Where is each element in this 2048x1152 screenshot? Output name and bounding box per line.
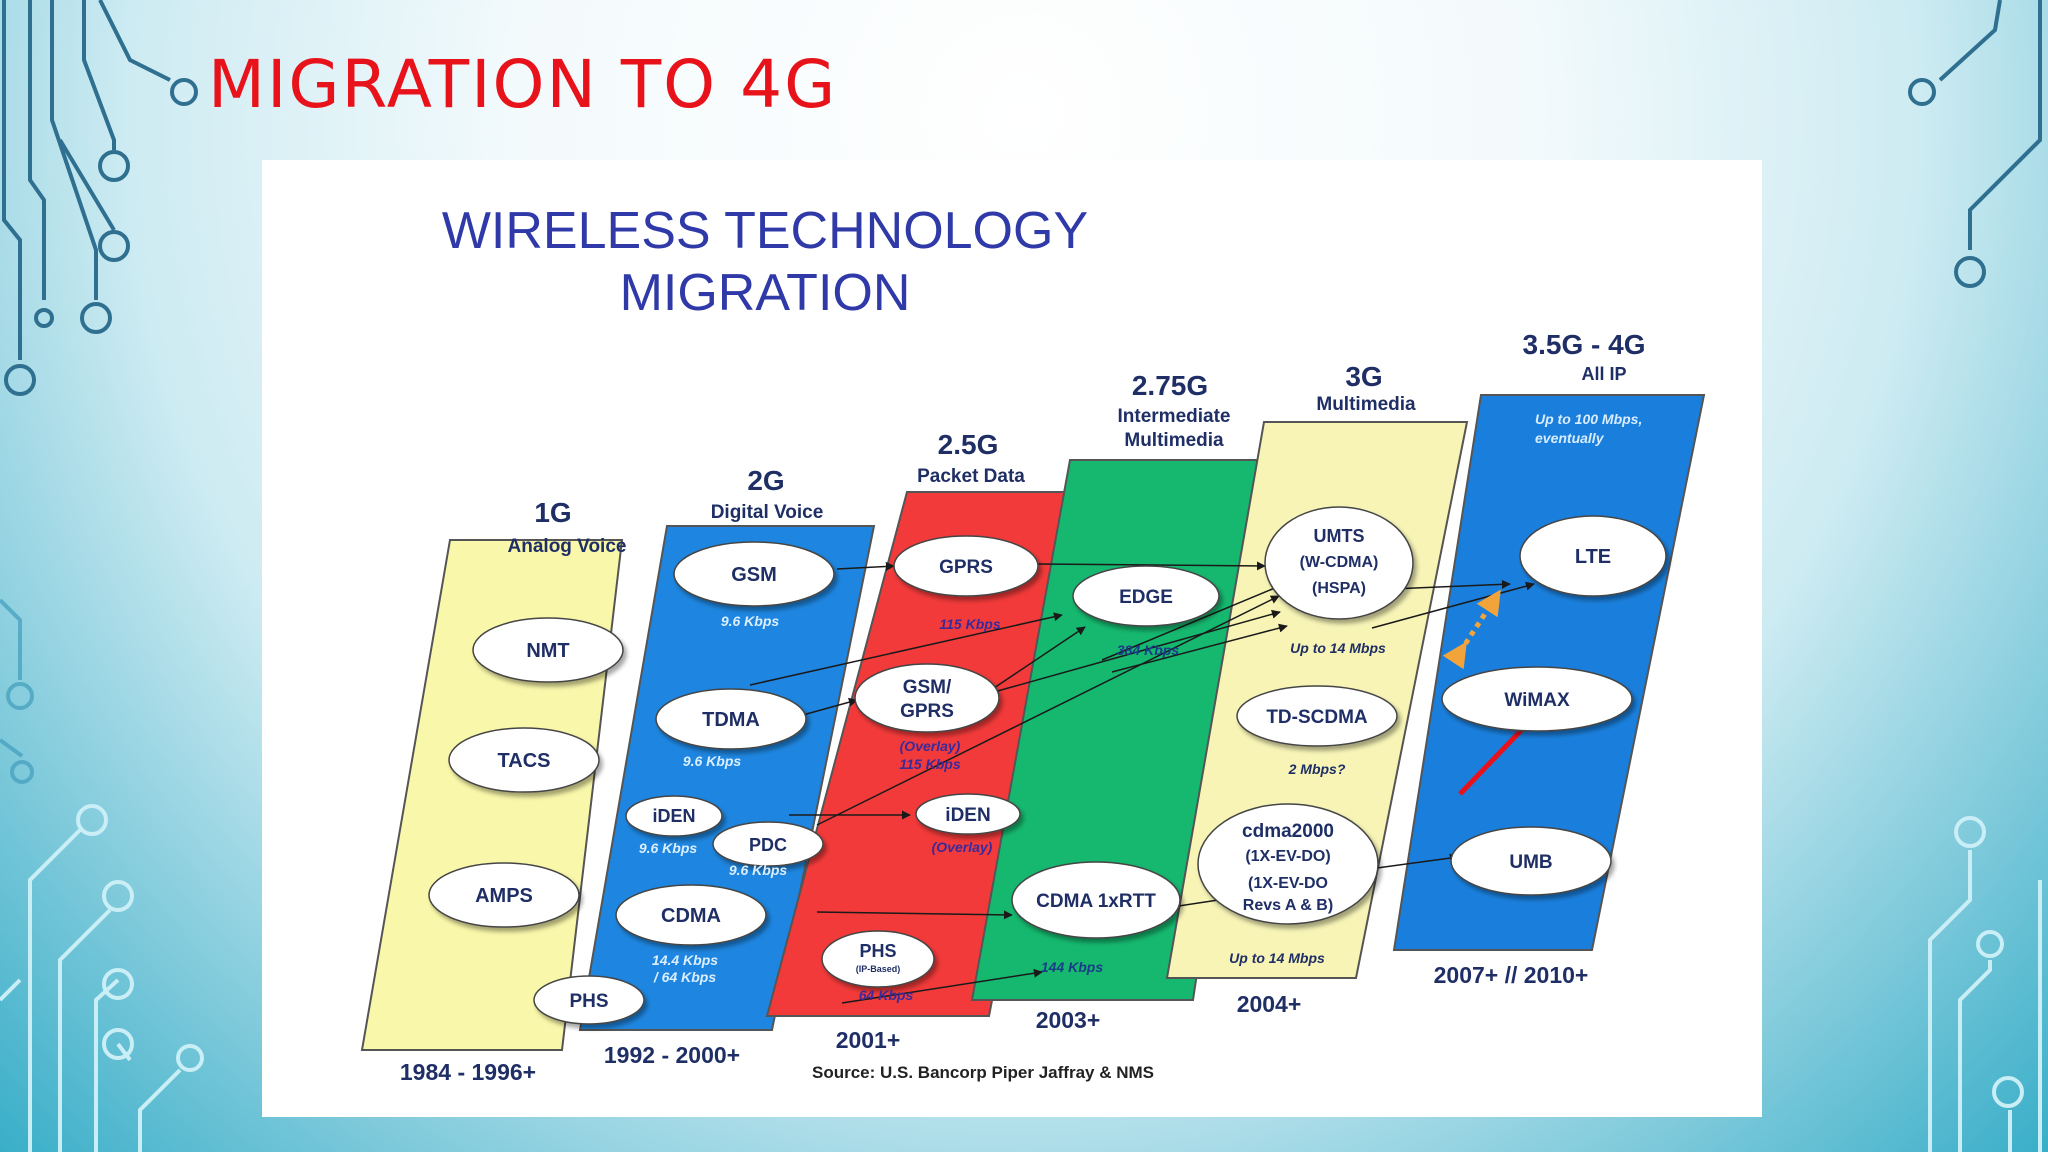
node-gsm-label: GSM xyxy=(731,564,777,586)
gprs-speed: 115 Kbps xyxy=(939,616,1000,632)
node-tdma xyxy=(655,688,807,750)
node-cdma-1xrtt-label: CDMA 1xRTT xyxy=(1036,891,1156,912)
node-cdma2000-label-line4: Revs A & B) xyxy=(1243,897,1333,914)
node-nmt xyxy=(472,617,624,683)
figure-title-line1: WIRELESS TECHNOLOGY xyxy=(442,202,1088,260)
edge-speed: 384 Kbps xyxy=(1117,642,1179,658)
node-wimax-label: WiMAX xyxy=(1504,690,1570,711)
years-25g: 2001+ xyxy=(836,1027,901,1053)
gen-25g-subtitle: Packet Data xyxy=(917,466,1025,487)
node-phs xyxy=(533,975,645,1025)
gen-3g-label: 3G xyxy=(1345,361,1382,392)
node-pdc-label: PDC xyxy=(749,835,787,855)
node-phs-ip-label: PHS xyxy=(859,941,896,961)
iden-25-note: (Overlay) xyxy=(932,839,993,855)
node-td-scdma-label: TD-SCDMA xyxy=(1266,707,1368,728)
wimax-lte-arrow xyxy=(1442,589,1501,670)
gen-1g-label: 1G xyxy=(534,497,571,528)
gen-4g-subtitle: All IP xyxy=(1581,364,1626,384)
node-gsm xyxy=(673,541,835,607)
years-1g: 1984 - 1996+ xyxy=(400,1059,536,1085)
node-lte-label: LTE xyxy=(1575,546,1611,568)
tdma-speed: 9.6 Kbps xyxy=(683,753,742,769)
td-scdma-speed: 2 Mbps? xyxy=(1288,761,1346,777)
gsm-speed: 9.6 Kbps xyxy=(721,613,780,629)
pdc-speed: 9.6 Kbps xyxy=(729,862,788,878)
node-cdma2000-label-line1: cdma2000 xyxy=(1242,821,1334,842)
gsm-gprs-note-line2: 115 Kbps xyxy=(899,756,960,772)
cdma-speed-line2: / 64 Kbps xyxy=(653,969,716,985)
node-gsm-gprs-label-line2: GPRS xyxy=(900,701,954,722)
node-umts-label-line1: UMTS xyxy=(1314,526,1365,546)
gen-275g-label: 2.75G xyxy=(1132,370,1208,401)
slide-title: MIGRATION TO 4G xyxy=(208,46,838,123)
node-cdma2000-label-line3: (1X-EV-DO xyxy=(1248,875,1328,892)
node-gsm-gprs xyxy=(854,663,1000,733)
node-phs-ip-sublabel: (IP-Based) xyxy=(856,964,901,974)
gen-4g-label: 3.5G - 4G xyxy=(1523,329,1646,360)
gen-1g-subtitle: Analog Voice xyxy=(508,536,627,557)
gen-3g-subtitle: Multimedia xyxy=(1316,394,1416,415)
node-iden xyxy=(625,795,723,837)
node-gsm-gprs-label-line1: GSM/ xyxy=(903,677,952,698)
cdma-1xrtt-speed: 144 Kbps xyxy=(1041,959,1103,975)
node-umts-label-line2: (W-CDMA) xyxy=(1300,554,1379,571)
migration-arrows xyxy=(749,561,1535,1004)
gen-2g-label: 2G xyxy=(747,465,784,496)
years-3g: 2004+ xyxy=(1237,991,1302,1017)
node-cdma xyxy=(615,884,767,946)
node-umts-label-line3: (HSPA) xyxy=(1312,580,1366,597)
node-tacs-label: TACS xyxy=(498,750,551,772)
cdma-speed-line1: 14.4 Kbps xyxy=(652,952,718,968)
node-wimax xyxy=(1441,666,1633,732)
node-cdma-label: CDMA xyxy=(661,905,721,927)
node-iden-label: iDEN xyxy=(652,806,695,826)
years-4g: 2007+ // 2010+ xyxy=(1434,962,1589,988)
node-nmt-label: NMT xyxy=(526,640,569,662)
figure-title-line2: MIGRATION xyxy=(620,264,911,322)
wireless-migration-figure: WIRELESS TECHNOLOGY MIGRATION 1G Analog … xyxy=(262,160,1762,1117)
node-phs-ip xyxy=(821,930,935,988)
node-gprs-label: GPRS xyxy=(939,557,993,578)
gsm-gprs-note-line1: (Overlay) xyxy=(900,738,961,754)
node-amps-label: AMPS xyxy=(475,885,533,907)
node-td-scdma xyxy=(1236,685,1398,747)
years-2g: 1992 - 2000+ xyxy=(604,1042,740,1068)
node-cdma-1xrtt xyxy=(1011,861,1181,939)
node-phs-label: PHS xyxy=(569,991,608,1012)
gen-2g-subtitle: Digital Voice xyxy=(711,502,824,523)
band-1g xyxy=(360,539,624,1051)
node-edge-label: EDGE xyxy=(1119,587,1173,608)
gen-25g-label: 2.5G xyxy=(938,429,999,460)
node-tacs xyxy=(448,727,600,793)
phs-ip-speed: 64 Kbps xyxy=(859,987,914,1003)
node-pdc xyxy=(712,821,824,867)
years-275g: 2003+ xyxy=(1036,1007,1101,1033)
node-iden-25 xyxy=(915,793,1021,835)
node-gprs xyxy=(893,535,1039,597)
node-umb-label: UMB xyxy=(1509,852,1552,873)
node-lte xyxy=(1519,515,1667,597)
gen-275g-subtitle-line1: Intermediate xyxy=(1118,406,1231,427)
node-edge xyxy=(1072,565,1220,627)
iden-speed: 9.6 Kbps xyxy=(639,840,698,856)
node-cdma2000-label-line2: (1X-EV-DO) xyxy=(1245,848,1330,865)
node-iden-25-label: iDEN xyxy=(945,805,990,826)
figure-source: Source: U.S. Bancorp Piper Jaffray & NMS xyxy=(812,1063,1154,1082)
gen-275g-subtitle-line2: Multimedia xyxy=(1124,430,1224,451)
node-tdma-label: TDMA xyxy=(702,709,760,731)
4g-note-line1: Up to 100 Mbps, xyxy=(1535,411,1642,427)
migration-diagram: WIRELESS TECHNOLOGY MIGRATION 1G Analog … xyxy=(360,202,1706,1085)
node-cdma2000 xyxy=(1197,803,1379,925)
cdma2000-speed: Up to 14 Mbps xyxy=(1229,950,1325,966)
node-amps xyxy=(428,862,580,928)
node-umb xyxy=(1450,826,1612,896)
node-umts xyxy=(1264,506,1414,620)
umts-speed: Up to 14 Mbps xyxy=(1290,640,1386,656)
4g-note-line2: eventually xyxy=(1535,430,1605,446)
